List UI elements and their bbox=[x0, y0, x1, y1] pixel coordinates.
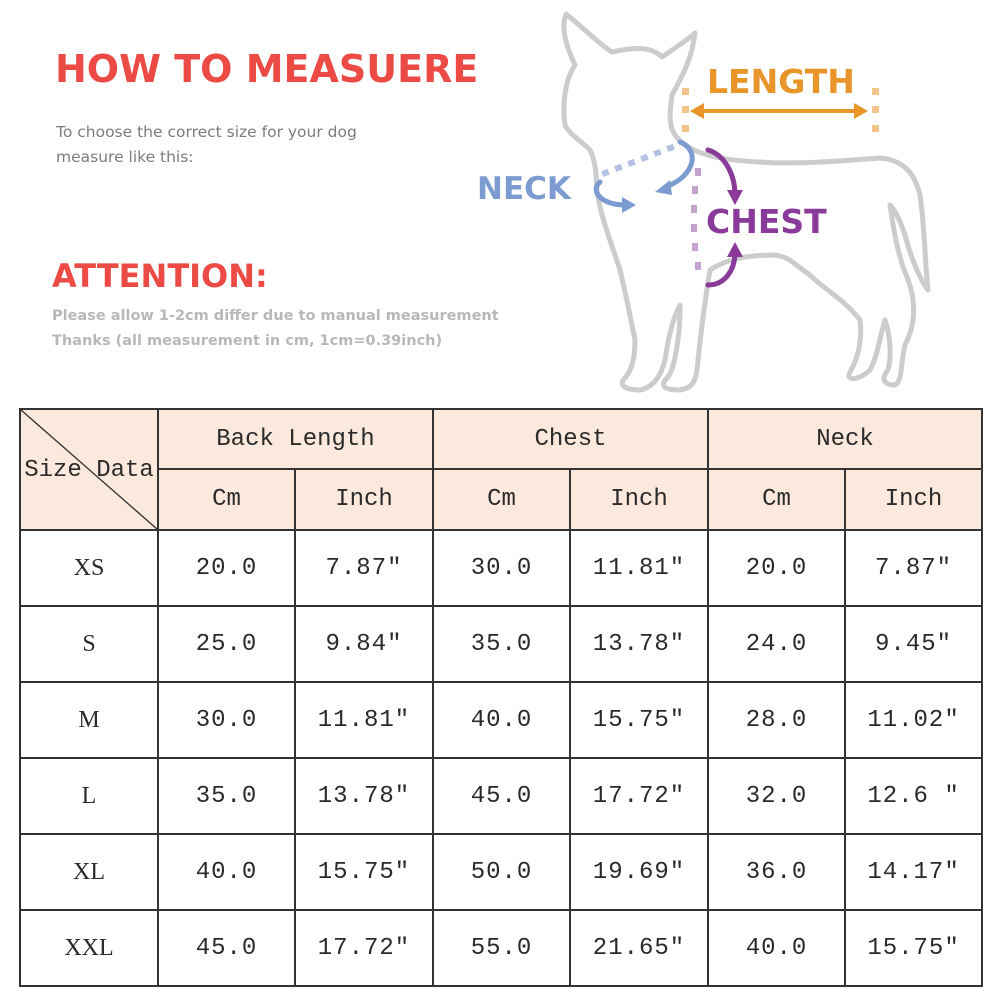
value-cell: 20.0 bbox=[157, 529, 296, 607]
value-cell: 11.02″ bbox=[844, 681, 984, 759]
intro-line-2: measure like this: bbox=[56, 148, 194, 166]
unit-header: Inch bbox=[844, 468, 984, 531]
size-cell: L bbox=[19, 757, 159, 835]
value-cell: 40.0 bbox=[432, 681, 571, 759]
value-cell: 15.75″ bbox=[294, 833, 434, 911]
value-cell: 19.69″ bbox=[568, 833, 710, 911]
value-cell: 25.0 bbox=[157, 605, 296, 683]
neck-marker bbox=[601, 143, 675, 177]
value-cell: 24.0 bbox=[707, 605, 847, 683]
value-cell: 20.0 bbox=[707, 529, 847, 607]
dog-outline bbox=[561, 11, 931, 393]
unit-header: Inch bbox=[568, 468, 710, 531]
value-cell: 17.72″ bbox=[568, 757, 710, 835]
neck-arrow-icon bbox=[593, 139, 695, 208]
size-cell: XL bbox=[19, 833, 159, 911]
table-row: S 25.0 9.84″ 35.0 13.78″ 24.0 9.45″ bbox=[19, 605, 984, 683]
unit-header: Cm bbox=[157, 468, 296, 531]
table-row: XL 40.0 15.75″ 50.0 19.69″ 36.0 14.17″ bbox=[19, 833, 984, 911]
attention-heading: ATTENTION: bbox=[52, 257, 268, 295]
dog-silhouette-icon bbox=[561, 11, 931, 393]
value-cell: 45.0 bbox=[157, 909, 296, 987]
length-label: LENGTH bbox=[707, 62, 855, 101]
intro-text: To choose the correct size for your dog … bbox=[56, 120, 357, 170]
header-neck: Neck bbox=[707, 408, 984, 470]
size-chart-table: Size Data Back Length Chest Neck Cm Inch… bbox=[19, 408, 984, 987]
value-cell: 55.0 bbox=[432, 909, 571, 987]
value-cell: 9.45″ bbox=[844, 605, 984, 683]
unit-header: Cm bbox=[432, 468, 571, 531]
value-cell: 12.6 ″ bbox=[844, 757, 984, 835]
value-cell: 15.75″ bbox=[568, 681, 710, 759]
value-cell: 7.87″ bbox=[844, 529, 984, 607]
length-arrow-icon bbox=[690, 103, 868, 119]
size-cell: XS bbox=[19, 529, 159, 607]
page-title: HOW TO MEASUERE bbox=[55, 47, 479, 91]
value-cell: 13.78″ bbox=[294, 757, 434, 835]
chest-arrowhead bbox=[727, 190, 743, 205]
value-cell: 50.0 bbox=[432, 833, 571, 911]
table-row: XXL 45.0 17.72″ 55.0 21.65″ 40.0 15.75″ bbox=[19, 909, 984, 987]
size-cell: S bbox=[19, 605, 159, 683]
chest-marker bbox=[691, 168, 701, 270]
chest-arrowhead bbox=[727, 242, 743, 257]
neck-label: NECK bbox=[477, 171, 571, 207]
attention-line-1: Please allow 1-2cm differ due to manual … bbox=[52, 308, 499, 324]
attention-line-2: Thanks (all measurement in cm, 1cm=0.39i… bbox=[52, 333, 443, 349]
value-cell: 36.0 bbox=[707, 833, 847, 911]
header-back-length: Back Length bbox=[157, 408, 434, 470]
size-cell: XXL bbox=[19, 909, 159, 987]
table-row: M 30.0 11.81″ 40.0 15.75″ 28.0 11.02″ bbox=[19, 681, 984, 759]
attention-note: Please allow 1-2cm differ due to manual … bbox=[52, 304, 502, 354]
diagonal-divider bbox=[21, 410, 157, 529]
table-row: XS 20.0 7.87″ 30.0 11.81″ 20.0 7.87″ bbox=[19, 529, 984, 607]
value-cell: 7.87″ bbox=[294, 529, 434, 607]
value-cell: 9.84″ bbox=[294, 605, 434, 683]
value-cell: 45.0 bbox=[432, 757, 571, 835]
size-cell: M bbox=[19, 681, 159, 759]
value-cell: 21.65″ bbox=[568, 909, 710, 987]
table-corner-header: Size Data bbox=[19, 408, 159, 531]
value-cell: 40.0 bbox=[157, 833, 296, 911]
value-cell: 14.17″ bbox=[844, 833, 984, 911]
value-cell: 11.81″ bbox=[568, 529, 710, 607]
neck-arrowhead bbox=[655, 180, 672, 195]
chest-label: CHEST bbox=[706, 202, 827, 241]
header-chest: Chest bbox=[431, 408, 710, 470]
value-cell: 15.75″ bbox=[844, 909, 984, 987]
value-cell: 35.0 bbox=[157, 757, 296, 835]
neck-arrowhead bbox=[622, 197, 636, 213]
length-marker bbox=[682, 88, 879, 132]
intro-line-1: To choose the correct size for your dog bbox=[56, 123, 357, 141]
value-cell: 17.72″ bbox=[294, 909, 434, 987]
value-cell: 32.0 bbox=[707, 757, 847, 835]
value-cell: 40.0 bbox=[707, 909, 847, 987]
unit-header: Inch bbox=[294, 468, 434, 531]
value-cell: 11.81″ bbox=[294, 681, 434, 759]
value-cell: 30.0 bbox=[432, 529, 571, 607]
unit-header: Cm bbox=[707, 468, 847, 531]
corner-label: Size Data bbox=[24, 456, 154, 484]
value-cell: 35.0 bbox=[432, 605, 571, 683]
value-cell: 30.0 bbox=[157, 681, 296, 759]
table-row: L 35.0 13.78″ 45.0 17.72″ 32.0 12.6 ″ bbox=[19, 757, 984, 835]
value-cell: 13.78″ bbox=[568, 605, 710, 683]
value-cell: 28.0 bbox=[707, 681, 847, 759]
